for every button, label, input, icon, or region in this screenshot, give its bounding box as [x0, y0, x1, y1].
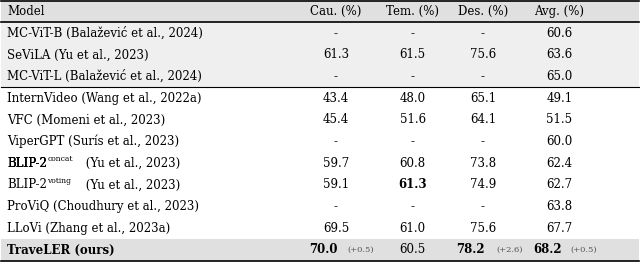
Text: Model: Model	[7, 5, 45, 18]
Text: 49.1: 49.1	[547, 92, 573, 105]
Text: 65.1: 65.1	[470, 92, 496, 105]
Text: 60.0: 60.0	[547, 135, 573, 148]
Text: TraveLER (ours): TraveLER (ours)	[7, 243, 115, 256]
Bar	[1, 22, 639, 44]
Text: 75.6: 75.6	[470, 49, 496, 61]
Text: (Yu et al., 2023): (Yu et al., 2023)	[83, 157, 180, 170]
Text: VFC (Momeni et al., 2023): VFC (Momeni et al., 2023)	[7, 113, 165, 126]
Text: 67.7: 67.7	[547, 222, 573, 235]
Text: BLIP-2: BLIP-2	[7, 178, 47, 191]
Text: 43.4: 43.4	[323, 92, 349, 105]
Text: ProViQ (Choudhury et al., 2023): ProViQ (Choudhury et al., 2023)	[7, 200, 199, 213]
Text: -: -	[334, 135, 338, 148]
Bar	[1, 239, 639, 261]
Text: (+0.5): (+0.5)	[347, 246, 374, 254]
Text: 63.6: 63.6	[547, 49, 573, 61]
Text: 59.7: 59.7	[323, 157, 349, 170]
Text: 60.6: 60.6	[547, 27, 573, 40]
Text: 70.0: 70.0	[309, 243, 337, 256]
Bar	[1, 1, 639, 22]
Text: 65.0: 65.0	[547, 70, 573, 83]
Text: 78.2: 78.2	[456, 243, 484, 256]
Text: Tem. (%): Tem. (%)	[386, 5, 439, 18]
Text: 64.1: 64.1	[470, 113, 496, 126]
Bar	[1, 109, 639, 131]
Text: -: -	[481, 27, 485, 40]
Text: 63.8: 63.8	[547, 200, 573, 213]
Text: MC-ViT-L (Balažević et al., 2024): MC-ViT-L (Balažević et al., 2024)	[7, 70, 202, 83]
Text: (+2.6): (+2.6)	[497, 246, 523, 254]
Text: -: -	[481, 70, 485, 83]
Bar	[1, 217, 639, 239]
Text: -: -	[411, 200, 415, 213]
Text: 51.6: 51.6	[399, 113, 426, 126]
Bar	[1, 196, 639, 217]
Text: 61.3: 61.3	[323, 49, 349, 61]
Text: 62.7: 62.7	[547, 178, 573, 191]
Text: LLoVi (Zhang et al., 2023a): LLoVi (Zhang et al., 2023a)	[7, 222, 170, 235]
Text: 60.8: 60.8	[399, 157, 426, 170]
Text: Cau. (%): Cau. (%)	[310, 5, 362, 18]
Bar	[1, 66, 639, 87]
Bar	[1, 87, 639, 109]
Text: (Yu et al., 2023): (Yu et al., 2023)	[83, 178, 180, 191]
Text: 69.5: 69.5	[323, 222, 349, 235]
Text: MC-ViT-B (Balažević et al., 2024): MC-ViT-B (Balažević et al., 2024)	[7, 27, 203, 40]
Bar	[1, 44, 639, 66]
Text: 68.2: 68.2	[534, 243, 563, 256]
Text: 61.3: 61.3	[398, 178, 427, 191]
Text: -: -	[411, 70, 415, 83]
Text: SeViLA (Yu et al., 2023): SeViLA (Yu et al., 2023)	[7, 49, 148, 61]
Text: BLIP-2: BLIP-2	[7, 157, 47, 170]
Text: concat: concat	[47, 155, 73, 163]
Text: 60.5: 60.5	[399, 243, 426, 256]
Bar	[1, 152, 639, 174]
Text: (+0.5): (+0.5)	[570, 246, 597, 254]
Text: -: -	[334, 200, 338, 213]
Text: 48.0: 48.0	[399, 92, 426, 105]
Text: -: -	[481, 200, 485, 213]
Bar	[1, 174, 639, 196]
Text: 45.4: 45.4	[323, 113, 349, 126]
Text: 61.5: 61.5	[399, 49, 426, 61]
Text: -: -	[334, 27, 338, 40]
Text: Avg. (%): Avg. (%)	[534, 5, 584, 18]
Text: voting: voting	[47, 177, 71, 185]
Text: ViperGPT (Surís et al., 2023): ViperGPT (Surís et al., 2023)	[7, 135, 179, 148]
Bar	[1, 131, 639, 152]
Text: InternVideo (Wang et al., 2022a): InternVideo (Wang et al., 2022a)	[7, 92, 202, 105]
Text: BLIP-2: BLIP-2	[7, 157, 47, 170]
Text: Des. (%): Des. (%)	[458, 5, 508, 18]
Text: -: -	[411, 135, 415, 148]
Text: 59.1: 59.1	[323, 178, 349, 191]
Text: 51.5: 51.5	[547, 113, 573, 126]
Text: BLIP-2: BLIP-2	[7, 157, 47, 170]
Text: 74.9: 74.9	[470, 178, 496, 191]
Text: 73.8: 73.8	[470, 157, 496, 170]
Text: 62.4: 62.4	[547, 157, 573, 170]
Text: 75.6: 75.6	[470, 222, 496, 235]
Text: -: -	[481, 135, 485, 148]
Text: -: -	[334, 70, 338, 83]
Text: 61.0: 61.0	[399, 222, 426, 235]
Text: -: -	[411, 27, 415, 40]
